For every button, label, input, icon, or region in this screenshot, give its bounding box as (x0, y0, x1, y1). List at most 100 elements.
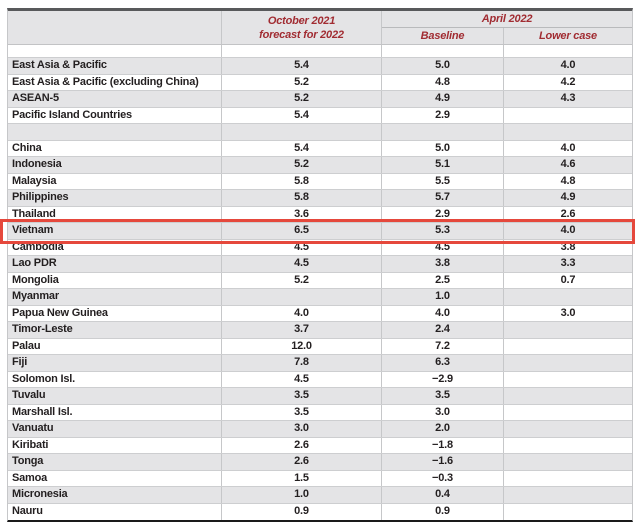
oct-2021-forecast-cell: 5.2 (222, 74, 382, 90)
april-2022-baseline-cell: 2.0 (382, 421, 504, 437)
april-2022-baseline-cell: 4.5 (382, 239, 504, 255)
country-cell: East Asia & Pacific (excluding China) (8, 74, 222, 90)
table-row: Fiji 7.8 6.3 (8, 355, 632, 372)
table-row: Cambodia 4.5 4.5 3.8 (8, 239, 632, 256)
april-2022-lower-case-cell (504, 355, 632, 371)
april-2022-baseline-cell: 2.4 (382, 322, 504, 338)
april-2022-baseline-cell: 6.3 (382, 355, 504, 371)
april-2022-baseline-cell: 5.0 (382, 58, 504, 74)
country-cell: Samoa (8, 470, 222, 486)
table-row: Vietnam 6.5 5.3 4.0 (8, 223, 632, 240)
april-2022-lower-case-cell: 4.0 (560, 59, 576, 72)
april-2022-baseline-cell: 0.9 (382, 503, 504, 520)
country-cell: Palau (8, 338, 222, 354)
table-row: Marshall Isl. 3.5 3.0 (8, 404, 632, 421)
oct-2021-forecast-cell: 5.8 (222, 173, 382, 189)
april-2022-baseline-cell: 5.0 (382, 140, 504, 156)
oct-2021-forecast-cell: 5.2 (222, 157, 382, 173)
table-row: Nauru 0.9 0.9 (8, 503, 632, 520)
header-april-2022-label: April 2022 (382, 11, 632, 28)
april-2022-lower-case-cell (504, 487, 632, 503)
april-2022-lower-case-cell (504, 405, 632, 421)
country-cell: Myanmar (8, 289, 222, 305)
april-2022-lower-case-cell (504, 45, 632, 57)
oct-2021-forecast-cell: 3.0 (222, 421, 382, 437)
april-2022-baseline-cell: 1.0 (382, 289, 504, 305)
oct-2021-forecast-cell: 7.8 (222, 355, 382, 371)
april-2022-baseline-cell: 7.2 (382, 338, 504, 354)
april-2022-lower-case-cell: 3.3 (560, 257, 576, 270)
table-row: Samoa 1.5 −0.3 (8, 470, 632, 487)
april-2022-lower-case-cell (504, 372, 632, 388)
country-cell: East Asia & Pacific (8, 58, 222, 74)
april-2022-lower-case-cell: 4.8 (560, 174, 576, 187)
oct-2021-forecast-cell: 4.5 (222, 371, 382, 387)
country-cell: Cambodia (8, 239, 222, 255)
growth-forecast-table: October 2021 forecast for 2022 April 202… (7, 8, 633, 522)
table-body: East Asia & Pacific 5.4 5.0 4.0 East Asi… (8, 45, 632, 520)
oct-2021-forecast-cell (222, 124, 382, 140)
oct-2021-forecast-cell: 3.6 (222, 206, 382, 222)
table-row: ASEAN-5 5.2 4.9 4.3 (8, 91, 632, 108)
table-header: October 2021 forecast for 2022 April 202… (8, 11, 632, 45)
april-2022-baseline-cell: −1.8 (382, 437, 504, 453)
country-cell: China (8, 140, 222, 156)
header-april-subcolumns: Baseline Lower case (382, 27, 632, 44)
country-cell: Papua New Guinea (8, 305, 222, 321)
table-row: China 5.4 5.0 4.0 (8, 140, 632, 157)
oct-2021-forecast-cell: 5.4 (222, 140, 382, 156)
oct-2021-forecast-cell: 5.2 (222, 272, 382, 288)
country-cell: Mongolia (8, 272, 222, 288)
april-2022-baseline-cell (382, 124, 504, 140)
april-2022-lower-case-cell (504, 421, 632, 437)
april-2022-lower-case-cell (504, 322, 632, 338)
april-2022-baseline-cell: 3.8 (382, 256, 504, 272)
april-2022-lower-case-cell (504, 454, 632, 470)
header-country-column (8, 11, 222, 44)
oct-2021-forecast-cell: 3.5 (222, 404, 382, 420)
oct-2021-forecast-cell (222, 289, 382, 305)
table-row: Myanmar 1.0 (8, 289, 632, 306)
april-2022-baseline-cell: −1.6 (382, 454, 504, 470)
oct-2021-forecast-cell: 4.0 (222, 305, 382, 321)
oct-2021-forecast-cell: 0.9 (222, 503, 382, 520)
country-cell: Tuvalu (8, 388, 222, 404)
april-2022-baseline-cell: 5.1 (382, 157, 504, 173)
table-row: Tonga 2.6 −1.6 (8, 454, 632, 471)
country-cell: Marshall Isl. (8, 404, 222, 420)
oct-2021-forecast-cell: 2.6 (222, 454, 382, 470)
oct-2021-forecast-cell: 1.0 (222, 487, 382, 503)
table-row: Tuvalu 3.5 3.5 (8, 388, 632, 405)
table-row: Timor-Leste 3.7 2.4 (8, 322, 632, 339)
april-2022-baseline-cell: 2.9 (382, 206, 504, 222)
april-2022-baseline-cell: 5.5 (382, 173, 504, 189)
country-cell: Vanuatu (8, 421, 222, 437)
header-lower-case-label: Lower case (539, 29, 597, 42)
country-cell (8, 124, 222, 140)
country-cell: Thailand (8, 206, 222, 222)
country-cell: Timor-Leste (8, 322, 222, 338)
table-row: Lao PDR 4.5 3.8 3.3 (8, 256, 632, 273)
april-2022-lower-case-cell: 3.0 (560, 306, 576, 319)
table-row: Micronesia 1.0 0.4 (8, 487, 632, 504)
country-cell: Solomon Isl. (8, 371, 222, 387)
table-row: Kiribati 2.6 −1.8 (8, 437, 632, 454)
april-2022-baseline-cell: 3.5 (382, 388, 504, 404)
oct-2021-forecast-cell: 4.5 (222, 256, 382, 272)
country-cell: Nauru (8, 503, 222, 520)
country-cell: Philippines (8, 190, 222, 206)
april-2022-lower-case-cell: 4.9 (560, 191, 576, 204)
country-cell: Lao PDR (8, 256, 222, 272)
april-2022-baseline-cell: 4.0 (382, 305, 504, 321)
table-row: Vanuatu 3.0 2.0 (8, 421, 632, 438)
april-2022-lower-case-cell: 4.0 (560, 224, 576, 237)
april-2022-lower-case-cell (504, 438, 632, 454)
country-cell: Tonga (8, 454, 222, 470)
table-row: Mongolia 5.2 2.5 0.7 (8, 272, 632, 289)
oct-2021-forecast-cell: 12.0 (222, 338, 382, 354)
oct-2021-forecast-cell: 5.2 (222, 91, 382, 107)
country-cell: Kiribati (8, 437, 222, 453)
country-cell (8, 45, 222, 57)
table-row: East Asia & Pacific 5.4 5.0 4.0 (8, 58, 632, 75)
